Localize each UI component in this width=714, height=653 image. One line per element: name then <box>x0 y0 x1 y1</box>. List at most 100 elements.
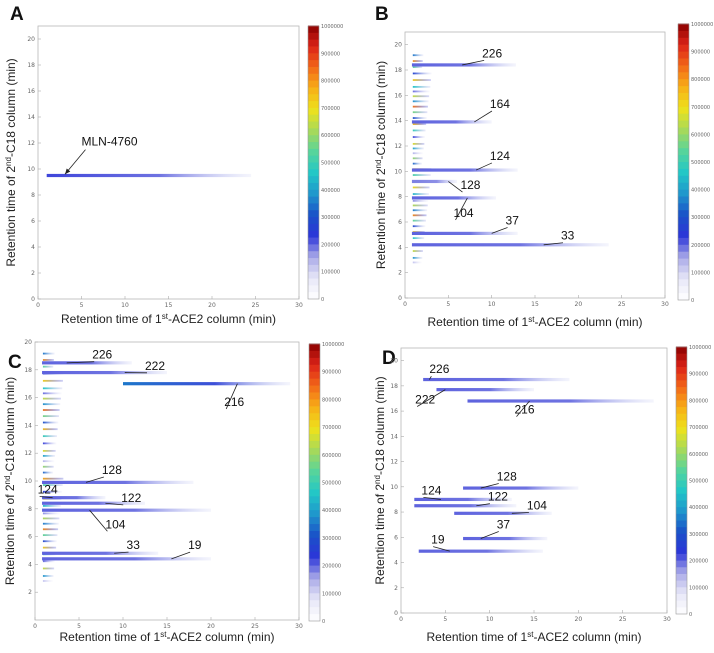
panel-c: C 2 4 6 8 10 12 14 16 18 20 0 5 10 15 20 25 30 Retention t… <box>3 339 345 644</box>
annotation-label: 226 <box>482 46 502 60</box>
colorbar-cell <box>676 553 687 561</box>
x-tick-label: 20 <box>575 616 583 623</box>
colorbar-tick-label: 0 <box>321 297 324 303</box>
y-tick-label: 4 <box>394 560 398 567</box>
colorbar-cell <box>676 346 687 354</box>
cluster-streak <box>42 392 62 395</box>
axis-label: Retention time of 1st-ACE2 column (min) <box>61 312 276 327</box>
y-tick-label: 6 <box>398 219 402 226</box>
y-tick-label: 8 <box>394 509 398 516</box>
colorbar-tick-label: 0 <box>322 619 325 625</box>
annotation-leader <box>543 242 564 246</box>
y-tick-label: 4 <box>398 244 402 251</box>
colorbar-cell <box>309 350 320 358</box>
colorbar-cell <box>678 99 689 107</box>
colorbar-cell <box>308 175 319 183</box>
panel-b: B 0 2 4 6 8 10 12 14 16 18 20 0 5 10 15 20 25 30 Retention … <box>374 4 714 329</box>
annotation-label: 128 <box>497 470 517 484</box>
colorbar-cell <box>676 433 687 441</box>
colorbar-cell <box>676 406 687 414</box>
colorbar <box>677 23 690 301</box>
colorbar-cell <box>676 359 687 368</box>
colorbar-tick-label: 400000 <box>322 508 341 514</box>
annotation-leader <box>511 512 529 514</box>
peak-streak <box>411 231 518 235</box>
cluster-streak <box>42 567 55 570</box>
axis-label-part: -ACE2 column (min) <box>168 312 276 326</box>
colorbar-cell <box>678 258 689 266</box>
cluster-streak <box>412 123 427 126</box>
colorbar-cell <box>308 284 319 293</box>
colorbar-tick-label: 100000 <box>322 591 341 597</box>
annotation-label: 104 <box>454 206 474 220</box>
colorbar-cell <box>676 546 687 554</box>
axis-label-part: -C18 column (min) <box>4 58 18 157</box>
annotation-label: MLN-4760 <box>82 135 138 149</box>
axis-label-sup: st <box>527 630 534 639</box>
colorbar-cell <box>308 202 319 211</box>
colorbar-cell <box>309 544 320 552</box>
axis-label: Retention time of 2nd-C18 column (min) <box>3 377 18 585</box>
panel-a: A 0 2 4 6 8 10 12 14 16 18 20 0 5 10 15 20 25 30 Retention … <box>4 4 344 326</box>
colorbar-cell <box>308 39 319 47</box>
colorbar-cell <box>308 155 319 163</box>
peak-streak <box>414 504 517 508</box>
cluster-streak <box>42 517 60 520</box>
colorbar-cell <box>676 473 687 481</box>
annotation-leader <box>105 502 124 506</box>
colorbar-cell <box>309 530 320 538</box>
colorbar-tick-label: 400000 <box>689 505 708 511</box>
cluster-streak <box>42 528 59 531</box>
axis-label-part: -ACE2 column (min) <box>166 630 274 644</box>
cluster-streak <box>412 157 423 160</box>
colorbar-cell <box>309 592 320 601</box>
y-tick-label: 14 <box>390 433 398 440</box>
colorbar-cell <box>308 93 319 102</box>
colorbar-cell <box>676 426 687 434</box>
colorbar-tick-label: 700000 <box>321 106 340 112</box>
axis-label-part: Retention time of 1 <box>61 312 162 326</box>
peak-streak <box>411 120 492 124</box>
peak-streak <box>42 551 159 555</box>
colorbar-cell <box>308 250 319 259</box>
y-tick-label: 16 <box>27 88 35 95</box>
colorbar-cell <box>676 533 687 541</box>
colorbar-cell <box>678 251 689 259</box>
colorbar-tick-label: 1000000 <box>321 24 343 30</box>
colorbar-cell <box>309 419 320 428</box>
colorbar-cell <box>308 127 319 136</box>
y-tick-label: 6 <box>28 534 32 541</box>
colorbar <box>308 343 321 622</box>
annotation-leader <box>476 503 490 507</box>
colorbar-cell <box>309 558 320 566</box>
cluster-streak <box>412 142 425 145</box>
y-tick-label: 2 <box>398 270 402 277</box>
annotation-label: 128 <box>460 178 480 192</box>
colorbar-cell <box>678 175 689 183</box>
annotation-label: 216 <box>514 403 534 417</box>
colorbar-cell <box>678 168 689 176</box>
x-tick-label: 30 <box>663 616 671 623</box>
colorbar-cell <box>308 59 319 67</box>
colorbar-cell <box>678 85 689 93</box>
annotation-label: 19 <box>188 538 202 552</box>
colorbar-cell <box>309 343 320 351</box>
cluster-streak <box>42 379 63 382</box>
colorbar-cell <box>676 353 687 361</box>
colorbar-tick-label: 900000 <box>691 50 710 56</box>
colorbar-cell <box>309 488 320 497</box>
cluster-streak <box>42 397 61 400</box>
annotation-leader <box>462 59 485 66</box>
y-tick-label: 4 <box>28 561 32 568</box>
colorbar-tick-label: 0 <box>689 612 692 618</box>
annotation-leader <box>39 496 53 499</box>
colorbar-cell <box>309 585 320 594</box>
peak-streak <box>411 179 457 184</box>
cluster-streak <box>412 209 428 212</box>
colorbar-cell <box>676 540 687 548</box>
x-tick-label: 25 <box>618 301 626 308</box>
colorbar-tick-label: 200000 <box>322 564 341 570</box>
annotation-label: 128 <box>102 463 122 477</box>
cluster-streak <box>42 560 55 563</box>
